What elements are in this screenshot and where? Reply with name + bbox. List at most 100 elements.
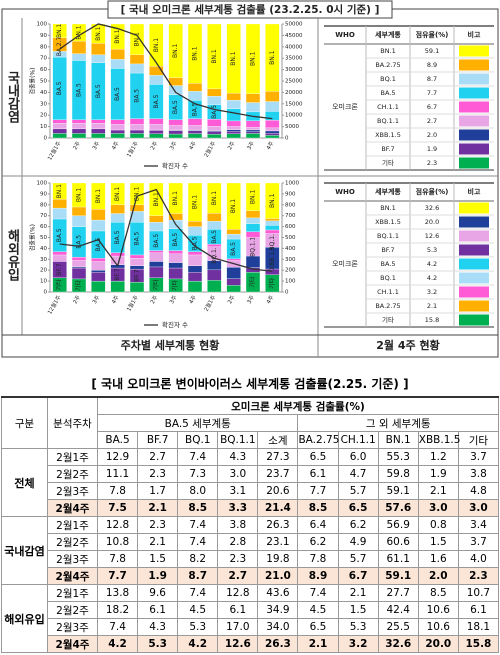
value-cell: 13.8 — [96, 584, 139, 602]
segment-label: XBB.1.5 — [269, 246, 276, 270]
bar-segment — [245, 127, 261, 131]
share: 59.1 — [425, 47, 439, 55]
value-cell: 7.4 — [177, 533, 219, 551]
bar-segment — [226, 23, 241, 94]
value-cell: 3.3 — [217, 499, 259, 517]
bar-segment — [226, 100, 241, 109]
lineage: BQ.1.1 — [377, 117, 399, 125]
bar-segment — [187, 133, 203, 139]
bar-segment — [207, 126, 222, 131]
bar-segment — [52, 23, 67, 38]
y2-tick-label: 35000 — [285, 56, 303, 62]
bar-segment — [245, 231, 261, 238]
color-swatch — [459, 115, 489, 127]
value-cell: 12.9 — [96, 448, 139, 466]
bar-segment — [226, 120, 241, 127]
segment-label: BA.5 — [230, 242, 237, 256]
y2-tick-label: 900 — [285, 191, 296, 197]
bar-segment — [226, 229, 241, 235]
x-tick-label: 2주 — [149, 294, 159, 305]
value-cell: 8.5 — [177, 499, 219, 517]
color-swatch — [459, 45, 489, 57]
share: 20.0 — [425, 218, 439, 226]
bar-segment — [265, 111, 280, 121]
value-cell: 34.9 — [257, 601, 299, 619]
value-cell: 3.0 — [217, 465, 259, 483]
segment-label: BA.5 — [76, 83, 83, 97]
bar-segment — [129, 124, 145, 131]
color-swatch — [459, 230, 489, 242]
header-cell: 소계 — [257, 431, 299, 449]
value-cell: 6.1 — [457, 601, 500, 619]
bar-segment — [265, 218, 280, 221]
bar-segment — [52, 207, 67, 220]
segment-label: BA.5 — [153, 234, 160, 248]
x-tick-label: 3주 — [246, 140, 256, 151]
bar-segment — [91, 219, 106, 232]
bar-segment — [91, 182, 106, 210]
bar-segment — [71, 182, 87, 208]
bar-segment — [207, 133, 222, 139]
bar-segment — [265, 130, 280, 134]
bar-segment — [129, 258, 145, 266]
value-cell: 6.5 — [337, 499, 379, 517]
value-cell: 1.7 — [137, 482, 179, 500]
value-cell: 4.5 — [297, 601, 339, 619]
bar-segment — [187, 220, 203, 227]
bar-segment — [110, 252, 125, 257]
value-cell: 19.8 — [257, 550, 299, 568]
value-cell: 3.1 — [217, 482, 259, 500]
header-cell: 기타 — [457, 431, 500, 449]
value-cell: 5.3 — [137, 635, 179, 653]
segment-label: 기타 — [268, 277, 276, 289]
value-cell: 8.5 — [417, 584, 459, 602]
segment-label: 기타 — [152, 279, 160, 291]
y2-tick-label: 20000 — [285, 90, 303, 96]
value-cell: 2.7 — [137, 448, 179, 466]
color-swatch — [459, 244, 489, 256]
segment-label: BA.5 — [192, 102, 199, 116]
x-tick-label: 12월1주 — [45, 294, 62, 316]
header-cell: 분석주차 — [47, 396, 98, 449]
bar-segment — [187, 265, 203, 273]
value-cell: 6.0 — [337, 448, 379, 466]
bar-segment — [226, 233, 241, 240]
bar-segment — [52, 133, 67, 139]
bar-segment — [110, 48, 125, 60]
week-cell: 2월2주 — [47, 601, 98, 619]
color-swatch — [459, 216, 489, 228]
bar-segment — [149, 222, 164, 232]
value-cell: 11.1 — [96, 465, 139, 483]
bar-segment — [187, 254, 203, 266]
bar-segment — [52, 182, 67, 200]
share: 2.3 — [427, 159, 437, 167]
y-tick-label: 80 — [40, 44, 47, 50]
table-caption: 2월 4주 현황 — [376, 338, 439, 352]
share: 6.7 — [427, 103, 437, 111]
segment-label: BA.5 — [153, 94, 160, 108]
bar-segment — [91, 270, 106, 273]
share: 1.9 — [427, 145, 437, 153]
bar-segment — [265, 120, 280, 129]
header-cell: 그 외 세부계통 — [297, 414, 499, 432]
segment-label: BN.1 — [56, 184, 63, 199]
bar-segment — [129, 54, 145, 65]
x-tick-label: 1월1주 — [125, 294, 140, 313]
y2-tick-label: 30000 — [285, 67, 303, 73]
y2-tick-label: 1000 — [285, 181, 299, 187]
y-tick-label: 90 — [40, 33, 47, 39]
x-tick-label: 2주 — [226, 294, 236, 305]
x-tick-label: 3주 — [91, 140, 101, 151]
lineage: BQ.1 — [380, 274, 396, 282]
segment-label: BA.5 — [95, 237, 102, 251]
value-cell: 1.5 — [417, 533, 459, 551]
header-cell: BF.7 — [137, 431, 179, 449]
line-series — [59, 188, 273, 272]
segment-label: BF.7 — [56, 263, 63, 276]
segment-label: 기타 — [171, 279, 179, 291]
bar-segment — [226, 182, 241, 230]
lineage: BQ.1.1 — [377, 232, 399, 240]
bar-segment — [71, 267, 87, 280]
week-cell: 2월4주 — [47, 635, 98, 653]
y-tick-label: 70 — [40, 213, 47, 219]
